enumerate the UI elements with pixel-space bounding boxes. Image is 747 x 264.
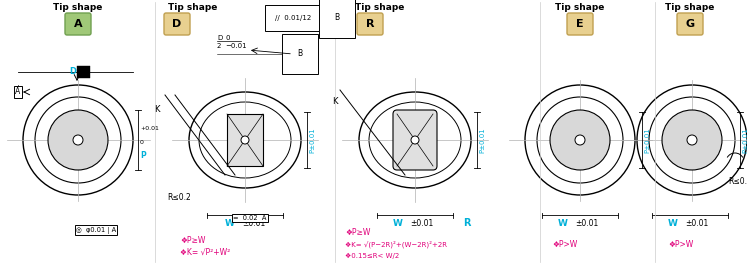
- Circle shape: [411, 136, 419, 144]
- Text: 0: 0: [140, 139, 144, 144]
- Text: ❖P>W: ❖P>W: [552, 239, 577, 248]
- Text: ❖K= √(P−2R)²+(W−2R)²+2R: ❖K= √(P−2R)²+(W−2R)²+2R: [345, 240, 447, 248]
- Text: W: W: [393, 219, 403, 228]
- FancyBboxPatch shape: [65, 13, 91, 35]
- Text: W: W: [668, 219, 678, 228]
- Text: W: W: [225, 219, 235, 228]
- Text: 2: 2: [217, 43, 221, 49]
- Text: D: D: [69, 68, 76, 77]
- Text: E: E: [576, 19, 584, 29]
- Text: R≤0.2: R≤0.2: [167, 194, 190, 202]
- Circle shape: [575, 135, 585, 145]
- Text: K: K: [332, 97, 338, 106]
- FancyBboxPatch shape: [357, 13, 383, 35]
- Text: ❖P>W: ❖P>W: [668, 239, 693, 248]
- Text: A: A: [74, 19, 82, 29]
- Text: ■: ■: [80, 69, 87, 75]
- Text: D: D: [173, 19, 182, 29]
- Text: K: K: [154, 106, 160, 115]
- Text: P±0.01: P±0.01: [644, 127, 650, 153]
- Text: ±0.01: ±0.01: [575, 219, 598, 228]
- FancyBboxPatch shape: [164, 13, 190, 35]
- Text: //  0.01/12: // 0.01/12: [275, 15, 311, 21]
- Text: G: G: [686, 19, 695, 29]
- Text: P±0.01: P±0.01: [479, 127, 485, 153]
- Text: P±0.01: P±0.01: [742, 127, 747, 153]
- Text: P: P: [140, 152, 146, 161]
- Circle shape: [73, 135, 83, 145]
- Text: Tip shape: Tip shape: [168, 3, 217, 12]
- Text: D: D: [217, 35, 223, 41]
- Text: ❖P≥W: ❖P≥W: [180, 235, 205, 244]
- Text: Tip shape: Tip shape: [666, 3, 715, 12]
- Text: Tip shape: Tip shape: [53, 3, 102, 12]
- Text: ±0.01: ±0.01: [410, 219, 433, 228]
- Circle shape: [48, 110, 108, 170]
- Text: ❖P≥W: ❖P≥W: [345, 228, 371, 237]
- FancyBboxPatch shape: [677, 13, 703, 35]
- Text: 0: 0: [225, 35, 229, 41]
- Circle shape: [687, 135, 697, 145]
- Text: R: R: [366, 19, 374, 29]
- Text: ±0.01: ±0.01: [242, 219, 265, 228]
- Text: +0.01: +0.01: [140, 125, 159, 130]
- Text: R≤0.2: R≤0.2: [728, 177, 747, 186]
- Text: ±0.01: ±0.01: [685, 219, 708, 228]
- Text: −0.01: −0.01: [225, 43, 247, 49]
- Text: ◎  φ0.01 | A: ◎ φ0.01 | A: [76, 227, 116, 233]
- Circle shape: [662, 110, 722, 170]
- Text: B: B: [297, 50, 303, 59]
- FancyBboxPatch shape: [227, 114, 263, 166]
- Text: Tip shape: Tip shape: [356, 3, 405, 12]
- FancyBboxPatch shape: [393, 110, 437, 170]
- Text: R: R: [463, 218, 471, 228]
- Text: W: W: [558, 219, 568, 228]
- Text: B: B: [335, 13, 340, 22]
- Text: =  0.02  A: = 0.02 A: [233, 215, 267, 221]
- Circle shape: [241, 136, 249, 144]
- Circle shape: [550, 110, 610, 170]
- Text: P±0.01: P±0.01: [309, 127, 315, 153]
- Text: Tip shape: Tip shape: [555, 3, 604, 12]
- Text: A: A: [16, 87, 21, 97]
- Text: ❖K= √P²+W²: ❖K= √P²+W²: [180, 248, 230, 257]
- Text: ❖0.15≤R< W/2: ❖0.15≤R< W/2: [345, 253, 399, 259]
- FancyBboxPatch shape: [567, 13, 593, 35]
